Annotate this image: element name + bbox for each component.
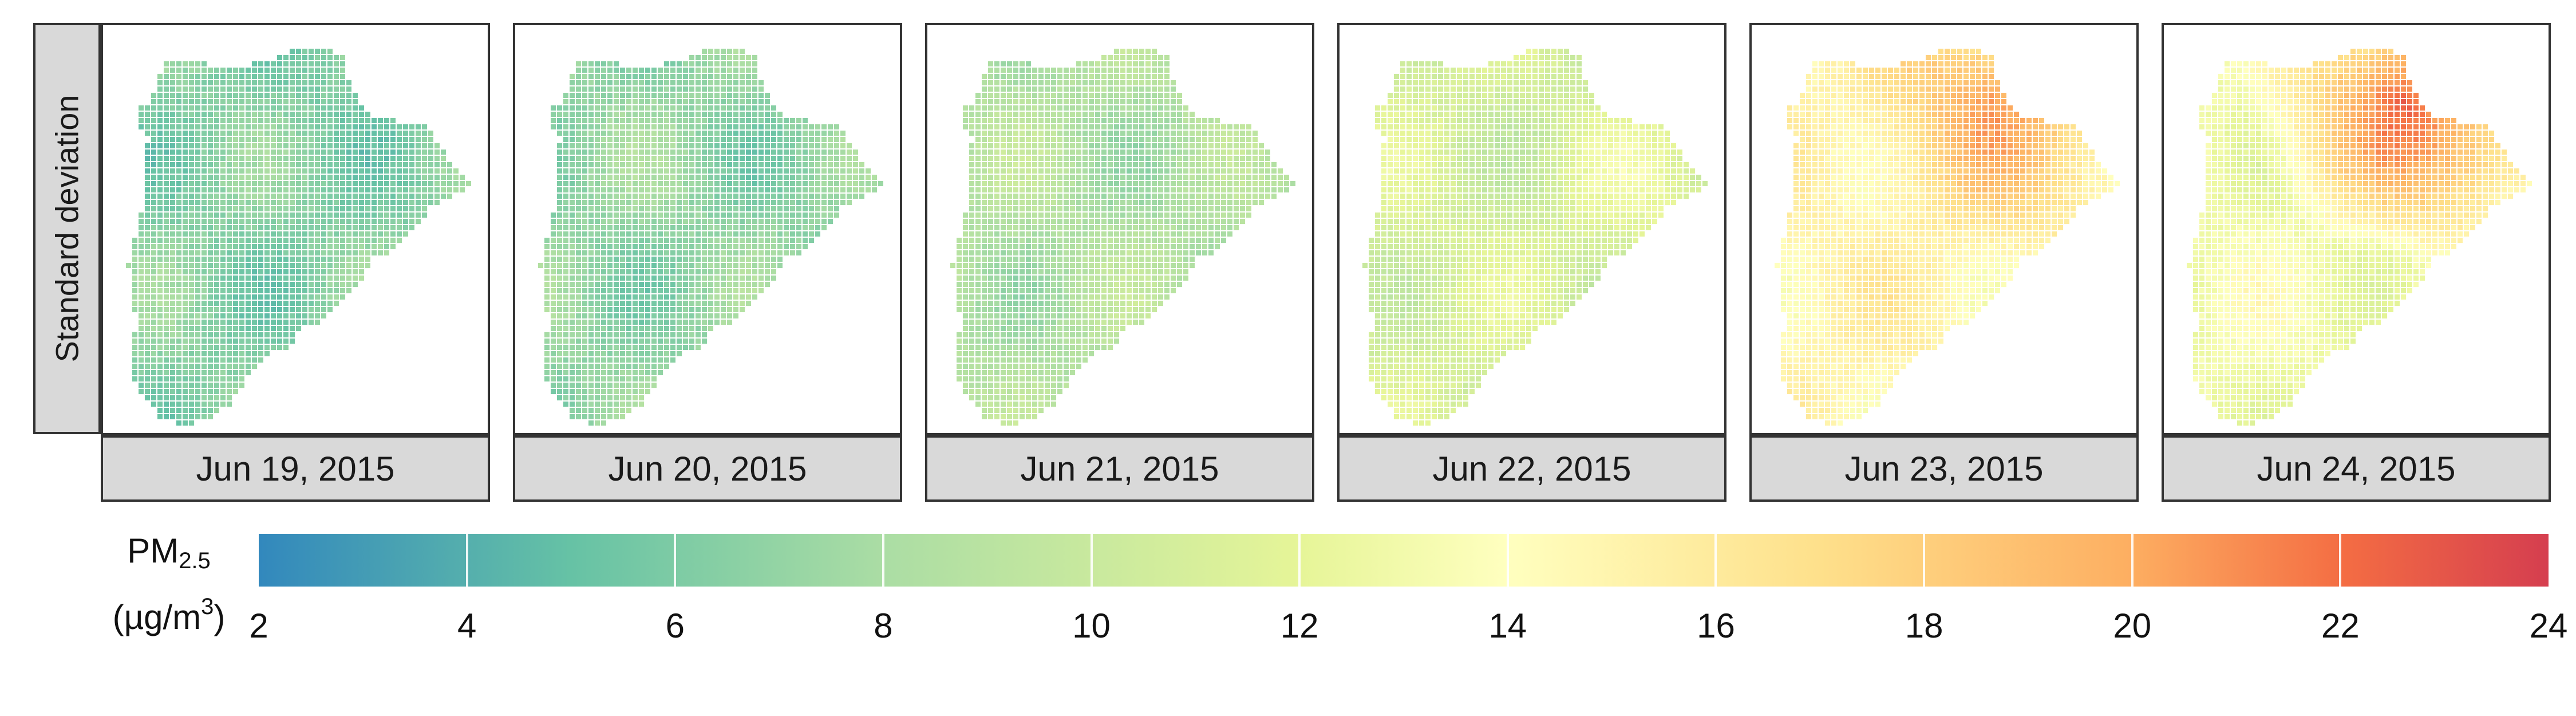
colorbar-tick-label: 2 [249,607,268,645]
map-panel [513,23,902,435]
row-label: Standard deviation [49,95,85,363]
panel-date-label: Jun 22, 2015 [1337,435,1726,502]
legend-colorbar [259,534,2549,587]
pm25-sd-map [2187,49,2532,426]
map-panel [1337,23,1726,435]
panel-date-label: Jun 20, 2015 [513,435,902,502]
colorbar-tick-label: 24 [2529,607,2568,645]
colorbar-tick [1714,534,1717,587]
panel-date-label: Jun 24, 2015 [2162,435,2551,502]
pm25-sd-map [538,49,883,426]
colorbar-tick-label: 12 [1280,607,1319,645]
colorbar-tick-label: 14 [1488,607,1527,645]
map-panel [101,23,490,435]
panel-date-label: Jun 23, 2015 [1749,435,2139,502]
colorbar-tick [1298,534,1301,587]
colorbar-tick [1090,534,1093,587]
colorbar-tick-label: 10 [1072,607,1111,645]
colorbar-tick-label: 4 [457,607,477,645]
colorbar-tick [1506,534,1509,587]
colorbar-tick [882,534,884,587]
colorbar-tick [674,534,677,587]
pm25-sd-map [1362,49,1708,426]
legend-title: PM2.5 (µg/m3) [86,528,252,640]
legend-unit: (µg/m3) [112,594,226,636]
colorbar-tick [2131,534,2134,587]
legend-pollutant: PM2.5 [127,532,211,573]
colorbar-tick-label: 16 [1697,607,1735,645]
row-label-strip: Standard deviation [33,23,101,434]
colorbar-tick-label: 6 [665,607,685,645]
map-panel [1749,23,2139,435]
pm25-sd-map [126,49,471,426]
colorbar-tick [1923,534,1926,587]
panel-date-label: Jun 19, 2015 [101,435,490,502]
colorbar-tick-label: 20 [2113,607,2152,645]
colorbar-tick-label: 18 [1905,607,1943,645]
map-panel [925,23,1314,435]
pm25-sd-map [1775,49,2120,426]
panel-date-label: Jun 21, 2015 [925,435,1314,502]
colorbar-tick-label: 8 [874,607,893,645]
map-panel [2162,23,2551,435]
colorbar-tick-label: 22 [2321,607,2360,645]
colorbar-tick [2339,534,2342,587]
pm25-sd-map [950,49,1295,426]
colorbar-tick [465,534,468,587]
